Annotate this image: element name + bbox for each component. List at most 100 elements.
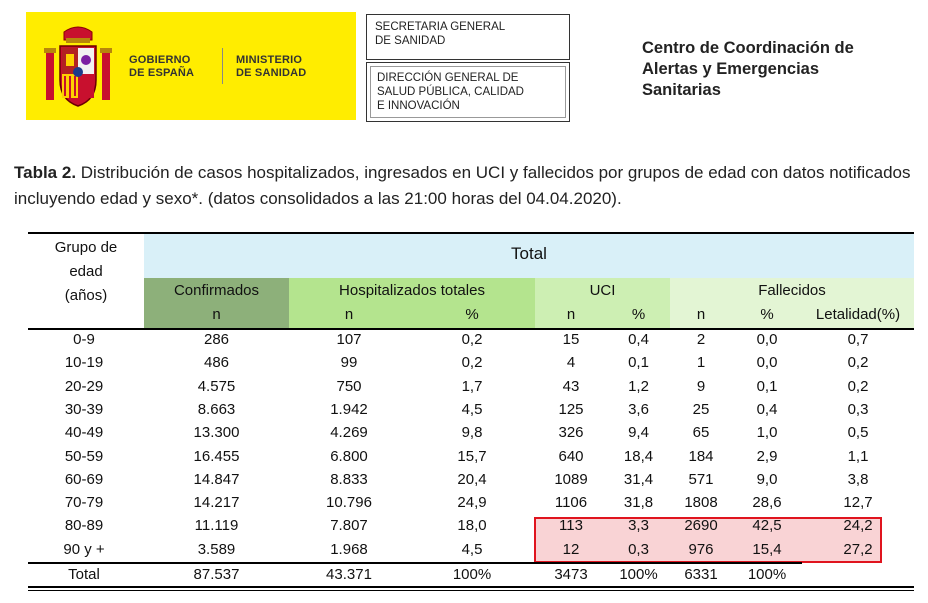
table-row-fallecidos-n: 2690: [684, 517, 718, 535]
table-row-uci-n: 15: [562, 331, 580, 348]
direccion-box: DIRECCIÓN GENERAL DE SALUD PÚBLICA, CALI…: [366, 62, 570, 122]
table-row-hospitalizados-pct: 9,8: [461, 424, 483, 442]
total-header: Total: [511, 244, 547, 263]
table-row-uci-n: 43: [562, 377, 580, 395]
table-row-hospitalizados-n: 1.942: [330, 400, 368, 418]
total-row-uci-n: 3473: [554, 566, 588, 583]
table-row-hospitalizados-pct: 0,2: [461, 354, 483, 372]
table-row-confirmados-n: 14.847: [193, 470, 240, 488]
table-row-age-group: 10-19: [64, 354, 104, 372]
table-row-uci-pct: 31,8: [623, 494, 654, 512]
table-row-hospitalizados-pct: 4,5: [461, 540, 483, 558]
table-row-hospitalizados-n: 6.800: [330, 447, 368, 465]
gobierno-de-espana-label: GOBIERNO DE ESPAÑA: [129, 54, 195, 79]
table-row-hospitalizados-pct: 4,5: [461, 400, 483, 418]
table-row-hospitalizados-n: 7.807: [330, 517, 368, 535]
table-row-hospitalizados-n: 10.796: [326, 494, 372, 512]
table-row-age-group: 40-49: [64, 424, 104, 442]
highlight-box: [534, 517, 882, 563]
table-row-uci-n: 640: [558, 447, 584, 465]
secretaria-box: SECRETARIA GENERAL DE SANIDAD: [366, 14, 570, 60]
table-row-uci-pct: 9,4: [628, 424, 649, 442]
total-row-fallecidos-pct: 100%: [747, 566, 787, 583]
table-row-uci-pct: 18,4: [623, 447, 654, 465]
table-row-hospitalizados-n: 99: [340, 354, 358, 372]
table-row-uci-pct: 1,2: [628, 377, 649, 395]
table-row-fallecidos-n: 571: [688, 470, 714, 488]
table-row-uci-n: 1089: [554, 470, 588, 488]
table-row-confirmados-n: 4.575: [197, 377, 236, 395]
banner-divider: [222, 48, 223, 84]
table-row-age-group: 0-9: [73, 331, 95, 348]
table-row-uci-n: 1106: [554, 494, 588, 512]
table-row-uci-pct: 3,3: [628, 517, 649, 535]
table-row-uci-pct: 0,4: [628, 331, 649, 348]
centro-title: Centro de Coordinación de Alertas y Emer…: [642, 39, 854, 99]
table-row-fallecidos-n: 9: [696, 377, 706, 395]
table-row-fallecidos-n: 1808: [684, 494, 718, 512]
data-table: Grupo de edad (años) Total Confirmados H…: [28, 232, 914, 594]
total-row-age-group: Total: [68, 566, 100, 583]
table-row-age-group: 90 y +: [63, 540, 105, 558]
table-row-confirmados-n: 13.300: [193, 424, 240, 442]
coat-of-arms-icon: [44, 26, 112, 107]
table-total-rule: [28, 562, 802, 564]
table-row-age-group: 60-69: [64, 470, 104, 488]
table-row-fallecidos-n: 1: [696, 354, 706, 372]
hospitalizados-header: Hospitalizados totales: [339, 282, 485, 299]
table-row-fallecidos-pct: 9,0: [756, 470, 778, 488]
table-row-confirmados-n: 11.119: [194, 517, 239, 535]
total-row-hospitalizados-n: 43.371: [326, 566, 372, 583]
sub-header-letalidad: Letalidad(%): [815, 306, 901, 323]
table-row-fallecidos-pct: 1,0: [756, 424, 778, 442]
table-row-letalidad-pct: 0,2: [847, 377, 869, 395]
table-row-fallecidos-n: 25: [692, 400, 710, 418]
total-row-uci-pct: 100%: [619, 566, 658, 583]
table-row-hospitalizados-pct: 24,9: [457, 494, 487, 512]
table-row-letalidad-pct: 24,2: [843, 517, 873, 535]
confirmados-header-bg: [144, 278, 289, 328]
table-row-letalidad-pct: 0,7: [847, 331, 869, 348]
table-row-fallecidos-n: 976: [688, 540, 714, 558]
table-row-hospitalizados-n: 4.269: [330, 424, 368, 442]
table-row-age-group: 30-39: [64, 400, 104, 418]
uci-header: UCI: [589, 282, 616, 299]
table-row-hospitalizados-n: 1.968: [330, 540, 368, 558]
total-row-letalidad-pct: [802, 565, 914, 588]
table-row-fallecidos-pct: 0,0: [756, 331, 778, 348]
table-row-age-group: 80-89: [64, 517, 104, 535]
table-row-letalidad-pct: 0,5: [847, 424, 869, 442]
table-row-confirmados-n: 16.455: [193, 447, 240, 465]
table-row-fallecidos-n: 2: [696, 331, 706, 348]
sub-header-n: n: [344, 306, 354, 323]
table-row-age-group: 50-59: [64, 447, 104, 465]
table-row-uci-pct: 0,1: [628, 354, 649, 372]
table-row-uci-n: 125: [558, 400, 584, 418]
table-row-fallecidos-pct: 0,1: [756, 377, 778, 395]
table-row-confirmados-n: 14.217: [193, 494, 240, 512]
table-row-uci-pct: 0,3: [628, 540, 649, 558]
sub-header-pct: %: [631, 306, 646, 323]
caption-label: Tabla 2.: [14, 163, 77, 182]
table-row-confirmados-n: 8.663: [197, 400, 236, 418]
total-row-confirmados-n: 87.537: [193, 566, 240, 583]
table-row-uci-n: 113: [559, 517, 583, 535]
table-row-hospitalizados-pct: 0,2: [461, 331, 483, 348]
table-bottom-rule: [28, 586, 914, 588]
table-row-uci-n: 4: [566, 354, 576, 372]
table-row-confirmados-n: 286: [203, 331, 230, 348]
table-row-uci-n: 12: [562, 540, 580, 558]
table-row-letalidad-pct: 1,1: [847, 447, 869, 465]
table-row-hospitalizados-pct: 1,7: [461, 377, 483, 395]
table-row-fallecidos-pct: 0,4: [756, 400, 778, 418]
sub-header-n: n: [566, 306, 576, 323]
table-row-fallecidos-pct: 28,6: [752, 494, 782, 512]
table-row-hospitalizados-n: 8.833: [330, 470, 368, 488]
sub-header-n: n: [212, 306, 221, 323]
table-row-fallecidos-pct: 2,9: [756, 447, 778, 465]
table-row-uci-pct: 31,4: [623, 470, 654, 488]
table-row-confirmados-n: 486: [203, 354, 230, 372]
table-row-letalidad-pct: 27,2: [843, 540, 873, 558]
fallecidos-header: Fallecidos: [758, 282, 826, 299]
table-row-age-group: 20-29: [64, 377, 104, 395]
